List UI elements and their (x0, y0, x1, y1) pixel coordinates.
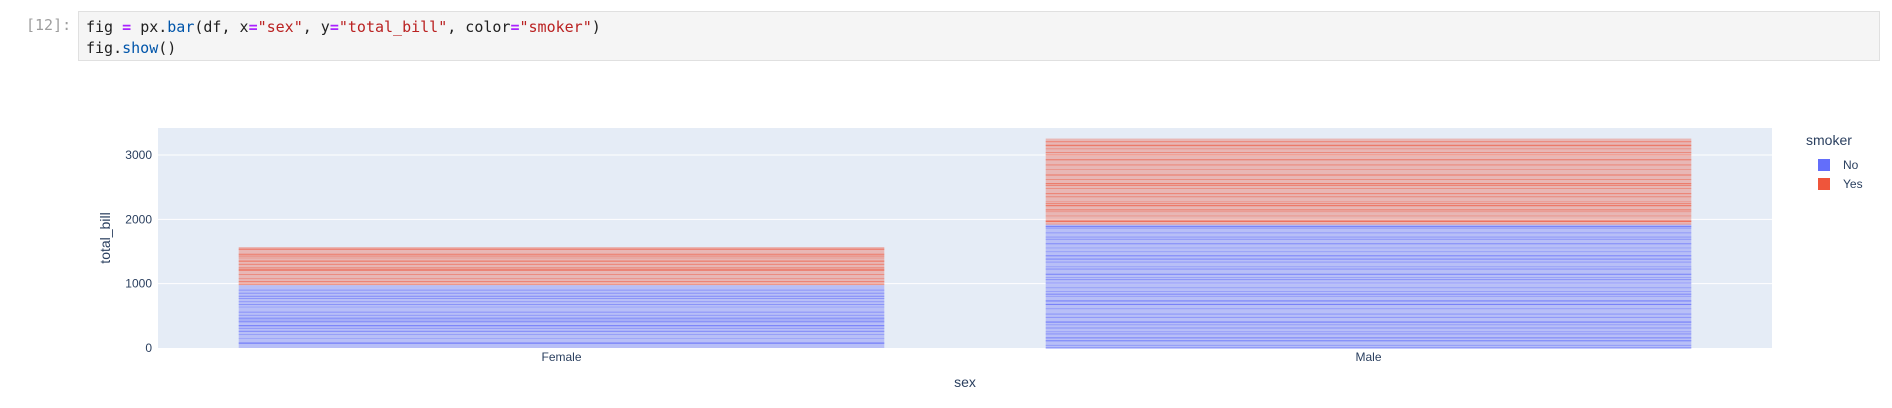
code-line-1: fig = px.bar(df, x="sex", y="total_bill"… (86, 18, 601, 36)
bar-male-yes[interactable] (1045, 138, 1692, 225)
code-editor[interactable]: fig = px.bar(df, x="sex", y="total_bill"… (78, 11, 1880, 61)
code-line-2: fig.show() (86, 39, 177, 57)
x-tick-labels: Female Male (541, 350, 1381, 364)
bar-male-no[interactable] (1045, 224, 1692, 349)
y-axis-title: total_bill (97, 212, 113, 263)
legend: No Yes (1818, 158, 1863, 191)
legend-swatch (1818, 159, 1830, 171)
y-tick-label: 0 (145, 341, 152, 355)
bar-female-yes[interactable] (238, 247, 885, 286)
legend-label: No (1843, 158, 1859, 172)
gridlines (158, 154, 1772, 285)
legend-item-no[interactable]: No (1818, 158, 1859, 172)
bars (238, 138, 1692, 349)
x-tick-label: Male (1355, 350, 1381, 364)
y-tick-label: 2000 (125, 212, 152, 226)
legend-label: Yes (1843, 177, 1863, 191)
y-tick-labels: 0 1000 2000 3000 (125, 148, 152, 355)
cell-prompt: [12]: (26, 16, 72, 34)
x-tick-label: Female (541, 350, 581, 364)
y-tick-label: 3000 (125, 148, 152, 162)
legend-item-yes[interactable]: Yes (1818, 177, 1863, 191)
y-tick-label: 1000 (125, 277, 152, 291)
x-axis-title: sex (954, 374, 976, 390)
bar-female-no[interactable] (238, 285, 885, 348)
legend-title: smoker (1806, 132, 1852, 148)
legend-swatch (1818, 178, 1830, 190)
